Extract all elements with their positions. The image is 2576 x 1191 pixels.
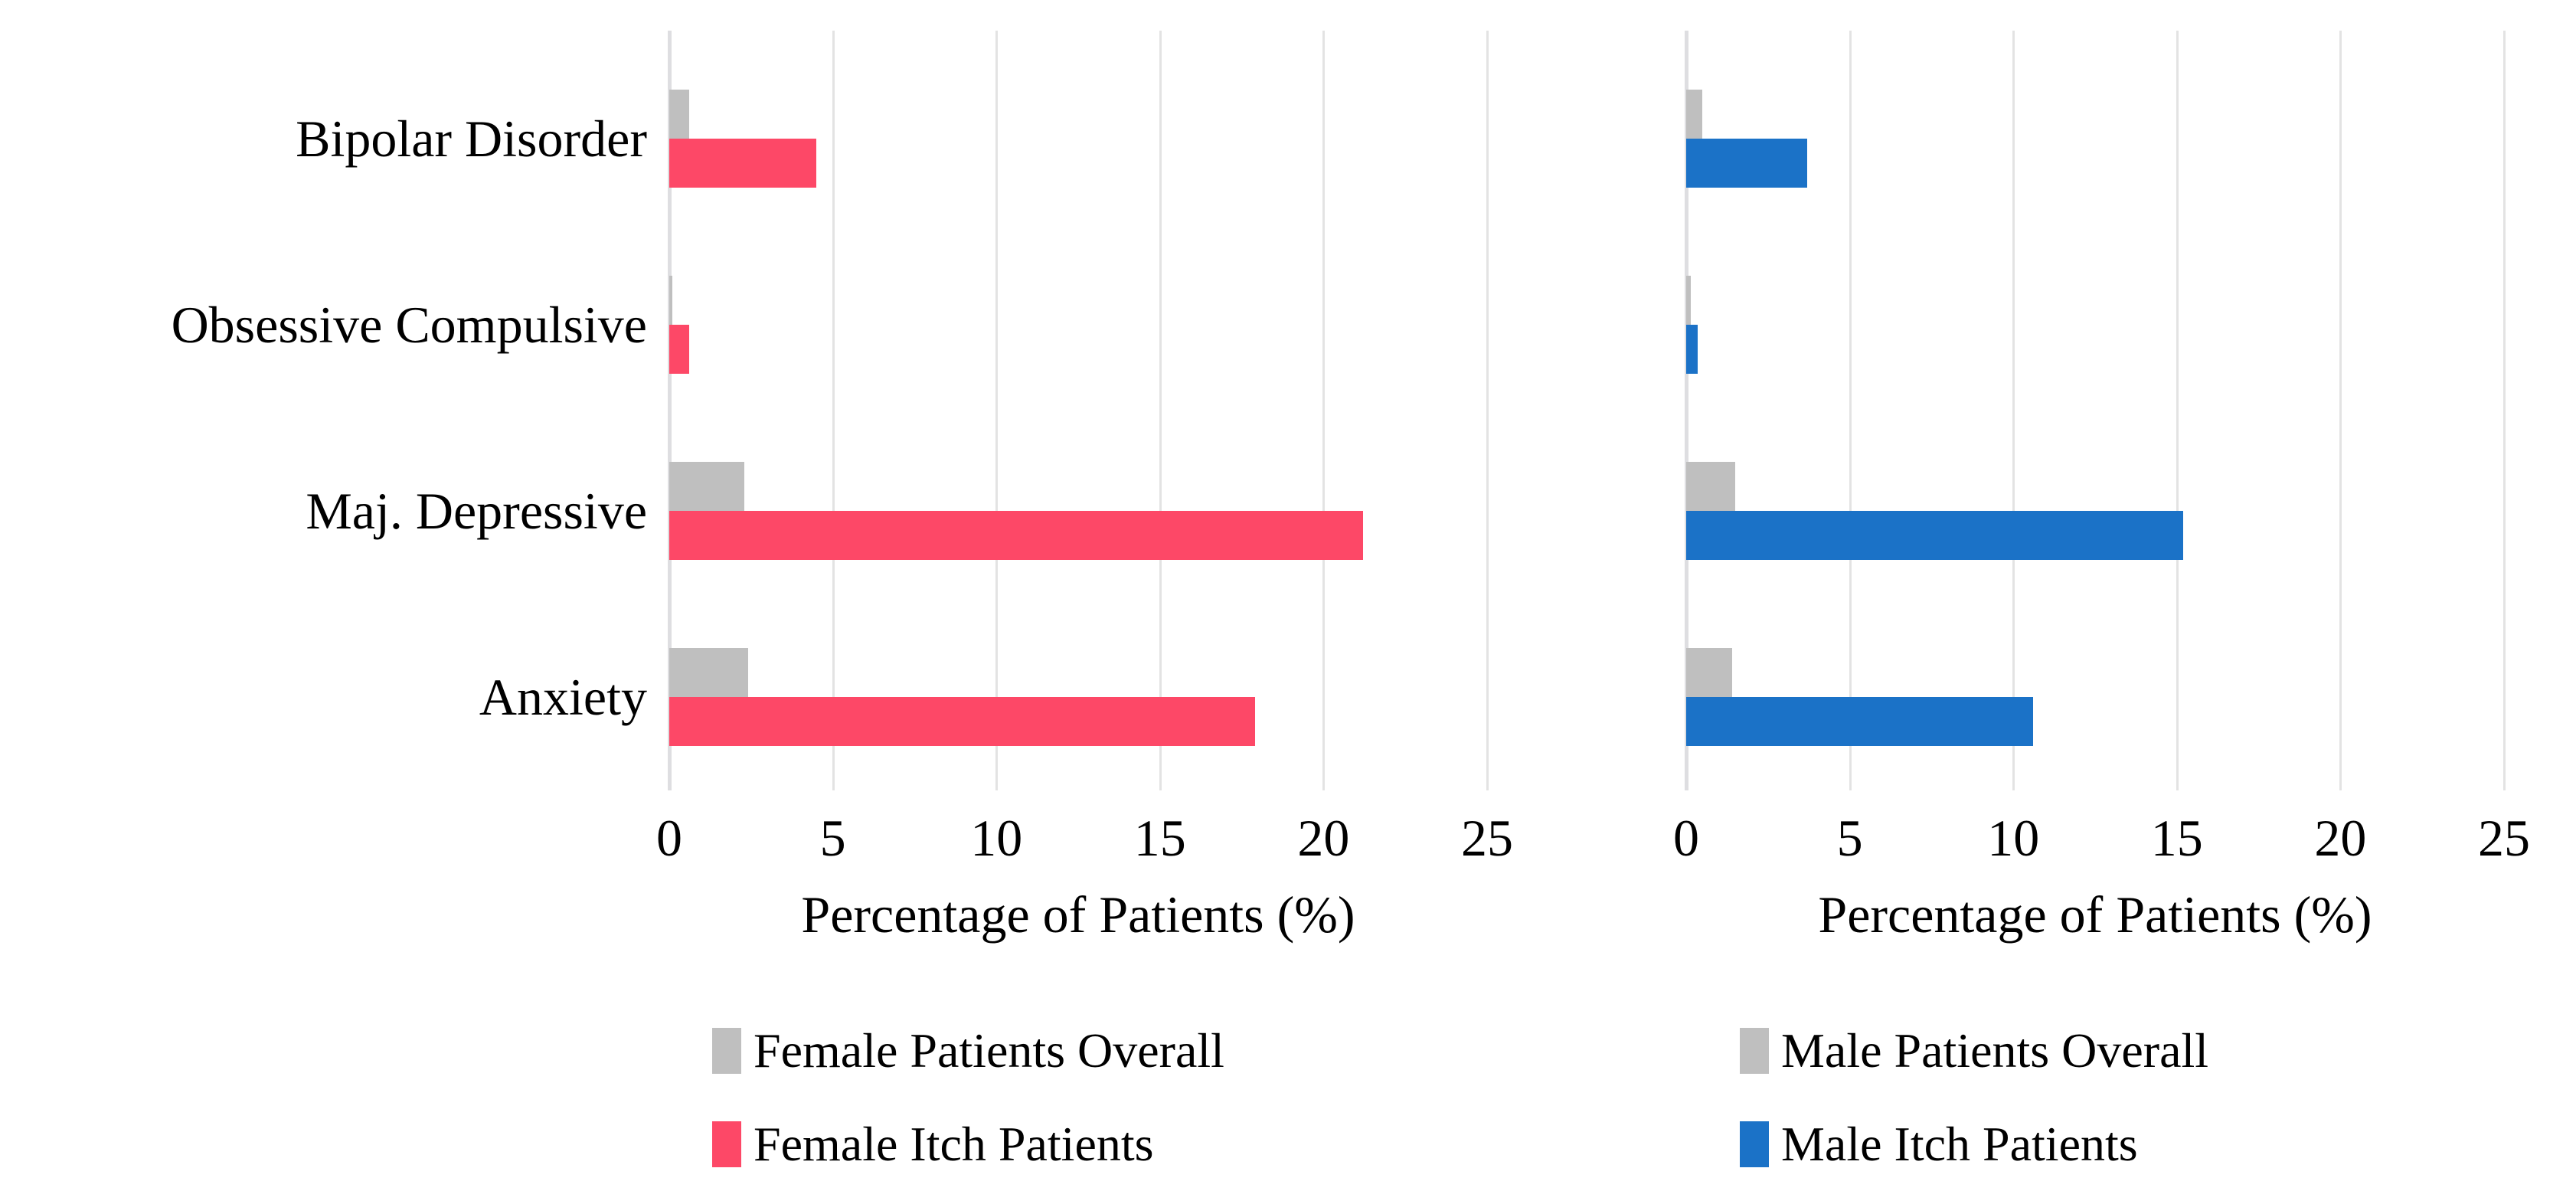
bar-male-patients-overall (1686, 276, 1692, 325)
bar-male-patients-overall (1686, 462, 1736, 511)
bar-female-patients-overall (669, 276, 673, 325)
gridline (1159, 31, 1162, 790)
legend-item: Female Patients Overall (712, 1023, 1224, 1078)
category-label: Maj. Depressive (306, 482, 647, 540)
legend-swatch (712, 1028, 741, 1074)
bar-female-itch-patients (669, 511, 1363, 560)
gridline (995, 31, 999, 790)
bar-female-itch-patients (669, 697, 1255, 746)
bar-male-patients-overall (1686, 648, 1732, 697)
category-label: Bipolar Disorder (296, 110, 647, 168)
legend-item: Male Itch Patients (1740, 1117, 2138, 1172)
legend-label: Female Itch Patients (754, 1117, 1154, 1171)
x-tick-label: 10 (1987, 809, 2040, 867)
legend-label: Male Itch Patients (1781, 1117, 2138, 1171)
x-tick-label: 20 (1297, 809, 1350, 867)
gridline (2176, 31, 2179, 790)
legend-item: Female Itch Patients (712, 1117, 1154, 1172)
category-label: Obsessive Compulsive (171, 296, 647, 354)
female-x-axis-title: Percentage of Patients (%) (801, 885, 1355, 944)
legend-label: Female Patients Overall (754, 1023, 1224, 1078)
legend-swatch (1740, 1028, 1769, 1074)
bar-male-patients-overall (1686, 90, 1703, 139)
legend-item: Male Patients Overall (1740, 1023, 2208, 1078)
x-tick-label: 15 (2150, 809, 2203, 867)
gridline (2339, 31, 2342, 790)
male-plot-area (1685, 31, 2508, 790)
x-tick-label: 0 (656, 809, 682, 867)
x-tick-label: 20 (2314, 809, 2367, 867)
legend-swatch (1740, 1121, 1769, 1167)
gridline (2503, 31, 2506, 790)
bar-female-patients-overall (669, 90, 689, 139)
bar-female-itch-patients (669, 139, 817, 188)
bar-male-itch-patients (1686, 511, 2184, 560)
bar-male-itch-patients (1686, 139, 1808, 188)
gridline (2012, 31, 2015, 790)
category-label: Anxiety (479, 668, 647, 726)
gridline (1486, 31, 1489, 790)
bar-female-patients-overall (669, 648, 748, 697)
legend-swatch (712, 1121, 741, 1167)
female-plot-area (668, 31, 1491, 790)
y-axis-line (1685, 31, 1688, 790)
bar-female-patients-overall (669, 462, 745, 511)
gridline (1322, 31, 1326, 790)
gridline (832, 31, 835, 790)
bar-female-itch-patients (669, 325, 689, 374)
x-tick-label: 25 (2478, 809, 2530, 867)
gridline (1849, 31, 1852, 790)
male-x-axis-title: Percentage of Patients (%) (1818, 885, 2372, 944)
legend-label: Male Patients Overall (1781, 1023, 2209, 1078)
x-tick-label: 0 (1673, 809, 1699, 867)
x-tick-label: 15 (1133, 809, 1186, 867)
x-tick-label: 5 (819, 809, 846, 867)
bar-male-itch-patients (1686, 697, 2033, 746)
x-tick-label: 25 (1461, 809, 1513, 867)
x-tick-label: 10 (970, 809, 1023, 867)
y-axis-line (668, 31, 672, 790)
bar-male-itch-patients (1686, 325, 1698, 374)
x-tick-label: 5 (1836, 809, 1863, 867)
